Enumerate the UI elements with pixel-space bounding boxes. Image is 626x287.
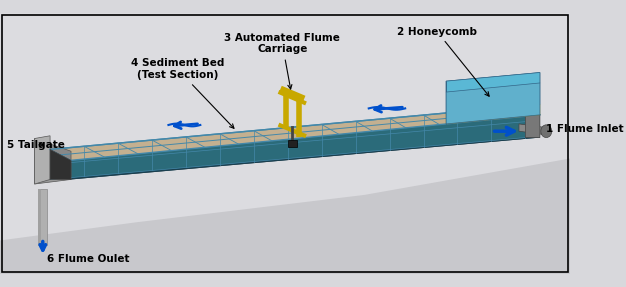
Bar xyxy=(0,13,570,274)
Polygon shape xyxy=(34,139,71,161)
Polygon shape xyxy=(34,150,71,184)
Polygon shape xyxy=(525,106,540,137)
Bar xyxy=(288,140,297,147)
Text: 1 Flume Inlet: 1 Flume Inlet xyxy=(546,124,624,134)
Ellipse shape xyxy=(541,125,552,137)
Polygon shape xyxy=(50,106,525,179)
Polygon shape xyxy=(446,83,540,124)
Polygon shape xyxy=(71,115,540,179)
Polygon shape xyxy=(0,158,570,274)
Text: 4 Sediment Bed
(Test Section): 4 Sediment Bed (Test Section) xyxy=(131,58,234,128)
Polygon shape xyxy=(0,13,570,274)
Polygon shape xyxy=(34,136,50,184)
Polygon shape xyxy=(50,150,71,179)
Text: 6 Flume Oulet: 6 Flume Oulet xyxy=(48,254,130,264)
Text: 3 Automated Flume
Carriage: 3 Automated Flume Carriage xyxy=(224,33,340,89)
Bar xyxy=(38,189,41,245)
Polygon shape xyxy=(446,73,540,92)
Bar xyxy=(38,189,48,245)
Polygon shape xyxy=(446,73,540,113)
Polygon shape xyxy=(50,106,540,160)
Polygon shape xyxy=(519,124,546,135)
Text: 5 Tailgate: 5 Tailgate xyxy=(8,140,65,150)
Polygon shape xyxy=(446,104,540,124)
Text: 2 Honeycomb: 2 Honeycomb xyxy=(397,26,489,96)
Polygon shape xyxy=(50,137,540,179)
